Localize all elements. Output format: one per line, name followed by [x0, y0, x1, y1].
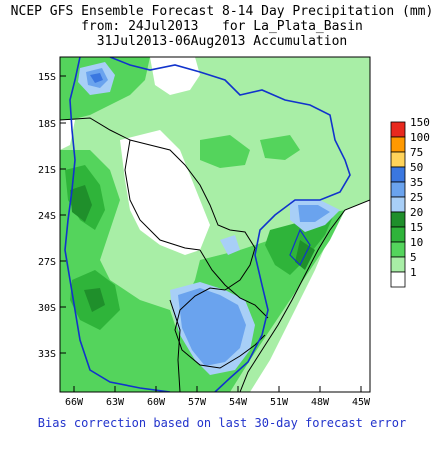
country-border: [60, 117, 266, 369]
country-border: [199, 249, 269, 319]
legend-swatch: [390, 256, 406, 273]
country-border: [169, 299, 181, 392]
legend-label: 35: [410, 176, 423, 189]
legend-swatch: [390, 136, 406, 153]
legend-swatch: [390, 121, 406, 138]
lat-axis: 15S 18S 21S 24S 27S 30S 33S: [38, 72, 66, 360]
lon-tick-label: 66W: [65, 397, 84, 408]
lat-tick-label: 33S: [38, 349, 56, 360]
legend-swatch: [390, 166, 406, 183]
legend-label: 20: [410, 206, 423, 219]
bias-correction-note: Bias correction based on last 30-day for…: [37, 416, 407, 430]
precipitation-field: [60, 57, 370, 392]
lat-tick-label: 18S: [38, 119, 56, 130]
title-line-2: from: 24Jul2013 for La_Plata_Basin: [81, 19, 363, 34]
map-title: NCEP GFS Ensemble Forecast 8-14 Day Prec…: [0, 4, 444, 49]
legend-label: 15: [410, 221, 423, 234]
legend-label: 100: [410, 131, 430, 144]
title-line-3: 31Jul2013-06Aug2013 Accumulation: [96, 34, 348, 49]
lon-tick-label: 51W: [270, 397, 289, 408]
legend-swatch: [390, 151, 406, 168]
legend-label: 50: [410, 161, 423, 174]
lat-tick-label: 24S: [38, 211, 56, 222]
lat-tick-label: 27S: [38, 257, 56, 268]
legend-label: 25: [410, 191, 423, 204]
legend-swatch: [390, 241, 406, 258]
coastline: [239, 199, 370, 392]
basin-boundary: [109, 57, 351, 392]
legend-label: 150: [410, 116, 430, 129]
basin-boundary: [64, 57, 171, 392]
lon-axis: 66W 63W 60W 57W 54W 51W 48W 45W: [65, 386, 371, 408]
legend-label: 1: [410, 266, 417, 279]
legend-swatch: [390, 196, 406, 213]
lon-tick-label: 57W: [188, 397, 207, 408]
legend-label: 75: [410, 146, 423, 159]
lon-tick-label: 45W: [352, 397, 371, 408]
legend-swatch: [390, 211, 406, 228]
lon-tick-label: 60W: [147, 397, 166, 408]
lon-tick-label: 63W: [106, 397, 125, 408]
legend-swatch: [390, 271, 406, 288]
legend-label: 10: [410, 236, 423, 249]
basin-boundary: [289, 228, 311, 267]
precipitation-legend: 150 100 75 50 35 25 20 15 10 5 1: [390, 116, 430, 288]
lat-tick-label: 30S: [38, 303, 56, 314]
legend-swatch: [390, 226, 406, 243]
title-line-1: NCEP GFS Ensemble Forecast 8-14 Day Prec…: [10, 4, 434, 19]
legend-swatch: [390, 181, 406, 198]
lon-tick-label: 54W: [229, 397, 248, 408]
map-frame: [59, 56, 371, 393]
lon-tick-label: 48W: [311, 397, 330, 408]
legend-label: 5: [410, 251, 417, 264]
country-border: [124, 139, 201, 251]
lat-tick-label: 21S: [38, 165, 56, 176]
lat-tick-label: 15S: [38, 72, 56, 83]
